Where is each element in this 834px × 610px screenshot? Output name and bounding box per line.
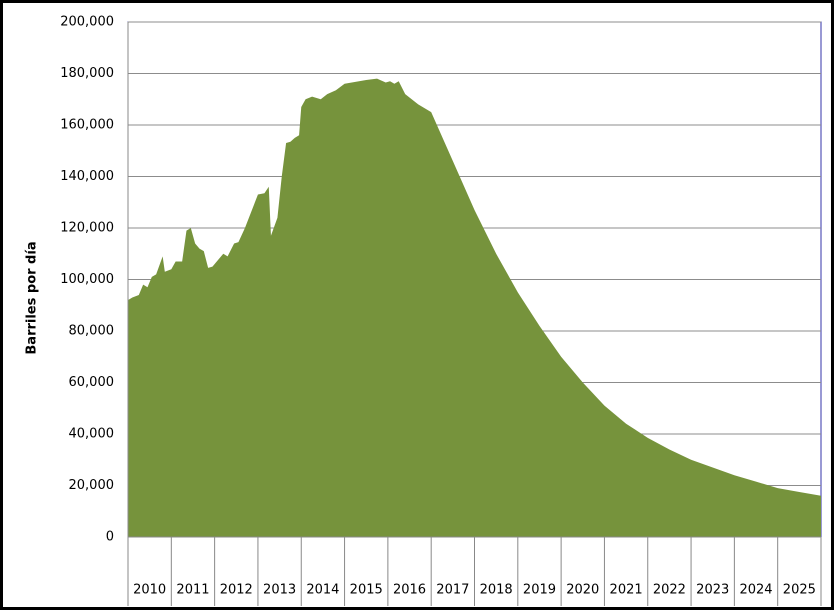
x-tick-label: 2019 <box>523 583 556 598</box>
x-tick-label: 2016 <box>393 583 426 598</box>
x-tick-label: 2022 <box>653 583 686 598</box>
x-tick-label: 2023 <box>696 583 729 598</box>
y-tick-label: 160,000 <box>60 118 114 133</box>
x-tick-label: 2017 <box>436 583 469 598</box>
y-tick-label: 0 <box>106 530 114 545</box>
y-tick-label: 80,000 <box>69 324 115 339</box>
y-tick-label: 180,000 <box>60 66 114 81</box>
y-tick-label: 100,000 <box>60 272 114 287</box>
y-tick-label: 200,000 <box>60 15 114 30</box>
x-tick-label: 2018 <box>480 583 513 598</box>
x-tick-label: 2010 <box>133 583 166 598</box>
y-tick-label: 60,000 <box>69 375 115 390</box>
x-tick-label: 2013 <box>263 583 296 598</box>
x-tick-label: 2024 <box>739 583 772 598</box>
y-tick-label: 40,000 <box>69 427 115 442</box>
x-tick-label: 2025 <box>783 583 816 598</box>
x-tick-label: 2012 <box>220 583 253 598</box>
x-tick-label: 2011 <box>176 583 209 598</box>
y-axis-title: Barriles por día <box>25 241 40 354</box>
x-tick-label: 2021 <box>610 583 643 598</box>
y-tick-label: 20,000 <box>69 478 115 493</box>
y-tick-label: 140,000 <box>60 169 114 184</box>
x-tick-label: 2015 <box>350 583 383 598</box>
area <box>128 78 821 538</box>
x-tick-label: 2014 <box>306 583 339 598</box>
x-tick-label: 2020 <box>566 583 599 598</box>
y-tick-label: 120,000 <box>60 221 114 236</box>
